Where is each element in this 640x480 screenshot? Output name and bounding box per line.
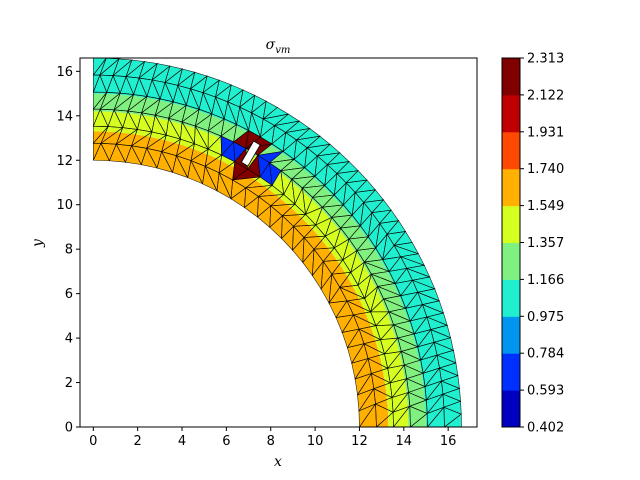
x-axis-ticks: 0 2 4 6 8 10 12 14 16 (89, 427, 456, 449)
colorbar-segment (502, 353, 520, 391)
x-tick-label: 0 (89, 434, 97, 449)
colorbar-segment (502, 242, 520, 280)
y-tick-label: 12 (56, 154, 73, 169)
colorbar-tick-label: 0.402 (527, 421, 564, 436)
colorbar-segment (502, 94, 520, 133)
plot-area (92, 58, 462, 427)
colorbar-tick-label: 1.549 (527, 199, 564, 214)
colorbar-segment (502, 316, 520, 354)
y-tick-label: 8 (65, 243, 73, 258)
y-tick-label: 4 (65, 332, 73, 347)
colorbar-tick-label: 1.740 (527, 162, 564, 177)
colorbar-tick-label: 1.166 (527, 273, 564, 288)
x-tick-label: 16 (440, 434, 457, 449)
y-tick-label: 6 (65, 287, 73, 302)
x-tick-label: 10 (307, 434, 324, 449)
colorbar-tick-label: 2.313 (527, 52, 564, 67)
chart-title: σvm (266, 37, 291, 56)
colorbar-tick-label: 1.931 (527, 125, 564, 140)
y-tick-label: 2 (65, 376, 73, 391)
y-tick-label: 0 (65, 421, 73, 436)
stress-band (93, 58, 462, 427)
y-axis-ticks: 0 2 4 6 8 10 12 14 16 (56, 65, 80, 436)
colorbar-tick-label: 0.784 (527, 347, 564, 362)
colorbar-segment (502, 168, 520, 207)
y-axis-label: y (30, 238, 46, 248)
y-tick-label: 14 (56, 109, 73, 124)
colorbar: 0.402 0.593 0.784 0.975 1.166 1.357 1.549 1.740… (501, 52, 564, 436)
colorbar-segment (502, 131, 520, 170)
stress-band (93, 131, 389, 427)
axes-frame (79, 57, 478, 428)
colorbar-tick-label: 2.122 (527, 88, 564, 103)
y-tick-label: 10 (56, 198, 73, 213)
colorbar-segment (502, 390, 520, 428)
triangle-mesh (92, 58, 462, 427)
x-tick-label: 8 (267, 434, 275, 449)
colorbar-tick-label: 1.357 (527, 236, 564, 251)
colorbar-tick-label: 0.975 (527, 310, 564, 325)
x-tick-label: 2 (134, 434, 142, 449)
x-tick-label: 14 (396, 434, 413, 449)
stress-contour-fill (93, 58, 462, 427)
colorbar-segment (502, 58, 520, 96)
colorbar-tick-label: 0.593 (527, 384, 564, 399)
x-tick-label: 12 (351, 434, 368, 449)
hole (240, 140, 261, 167)
x-tick-label: 4 (178, 434, 186, 449)
x-tick-label: 6 (222, 434, 230, 449)
colorbar-segment (502, 205, 520, 243)
x-axis-label: x (274, 454, 282, 470)
y-tick-label: 16 (56, 65, 73, 80)
colorbar-segment (502, 279, 520, 317)
